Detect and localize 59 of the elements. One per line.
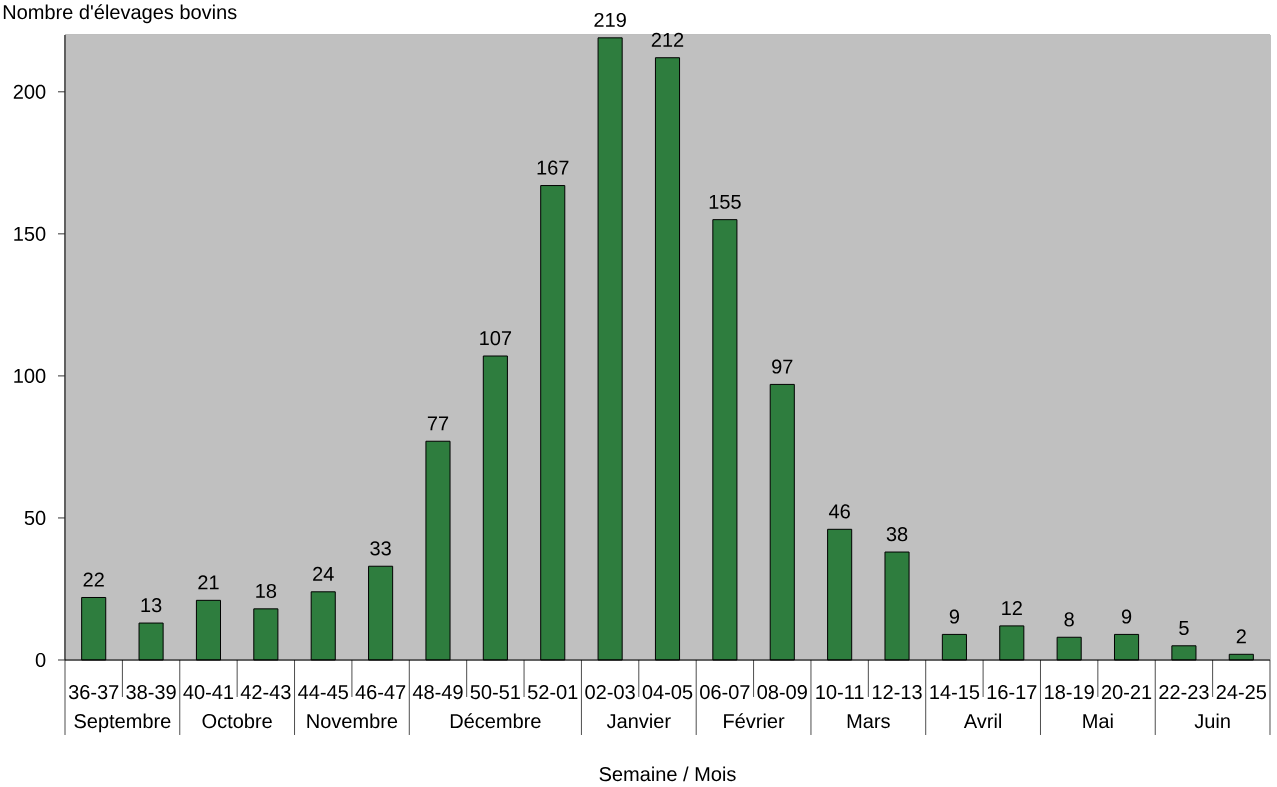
x-tick-label: 50-51 xyxy=(470,685,520,700)
x-tick-label: 48-49 xyxy=(412,685,463,700)
data-label: 38 xyxy=(886,527,908,542)
data-label: 22 xyxy=(83,572,104,587)
text: Mars xyxy=(847,714,890,729)
x-tick-label: 12-13 xyxy=(872,685,922,700)
text: Février xyxy=(724,713,785,729)
y-tick-label: 100 xyxy=(14,368,46,383)
y-tick-label: 50 xyxy=(24,510,46,526)
data-label: 33 xyxy=(370,541,391,556)
text: Juin xyxy=(1194,713,1230,729)
text: Septembre xyxy=(74,713,171,733)
data-label: 2 xyxy=(1236,629,1246,644)
x-tick-label: 10-11 xyxy=(816,685,864,700)
text: Novembre xyxy=(307,713,398,729)
x-tick-label: 24-25 xyxy=(1216,685,1267,700)
data-label: 219 xyxy=(594,12,626,28)
y-tick-label: 0 xyxy=(35,652,46,668)
data-label: 12 xyxy=(1002,600,1022,615)
data-label: 21 xyxy=(198,575,219,590)
data-label: 8 xyxy=(1064,612,1074,627)
x-tick-label: 02-03 xyxy=(585,685,635,700)
data-label: 77 xyxy=(427,416,449,431)
data-label: 167 xyxy=(537,160,569,175)
x-tick-label: 18-19 xyxy=(1045,685,1094,700)
text: Octobre xyxy=(202,713,272,729)
data-label: 212 xyxy=(651,32,684,47)
data-label: 18 xyxy=(256,583,277,599)
data-label: 155 xyxy=(709,194,741,209)
data-label: 9 xyxy=(1121,609,1132,624)
x-tick-label: 06-07 xyxy=(700,685,750,700)
x-tick-label: 16-17 xyxy=(987,685,1037,700)
x-tick-label: 22-23 xyxy=(1159,685,1209,700)
x-tick-label: 04-05 xyxy=(642,685,693,700)
data-label: 107 xyxy=(480,331,512,346)
x-tick-label: 42-43 xyxy=(240,685,291,700)
x-tick-label: 38-39 xyxy=(126,685,176,700)
text: Avril xyxy=(963,713,1002,728)
x-tick-label: 36-37 xyxy=(68,685,119,700)
x-tick-label: 46-47 xyxy=(355,685,406,700)
y-tick-label: 200 xyxy=(13,84,46,99)
x-tick-label: 40-41 xyxy=(183,685,234,700)
y-tick-label: 150 xyxy=(14,226,46,241)
text: Janvier xyxy=(606,713,671,729)
x-axis-title: Semaine / Mois xyxy=(599,766,736,782)
data-label: 46 xyxy=(828,504,850,519)
x-tick-label: 52-01 xyxy=(527,685,578,700)
data-label: 24 xyxy=(313,566,334,581)
x-tick-label: 08-09 xyxy=(757,685,807,700)
data-label: 13 xyxy=(141,598,162,613)
x-tick-label: 14-15 xyxy=(930,685,980,700)
text: Mai xyxy=(1083,713,1113,729)
x-tick-label: 44-45 xyxy=(298,685,348,700)
data-label: 9 xyxy=(949,609,960,624)
y-axis-title: Nombre d'élevages bovins xyxy=(3,4,237,24)
text: Décembre xyxy=(450,713,541,729)
data-label: 5 xyxy=(1179,621,1189,635)
data-label: 97 xyxy=(772,359,793,374)
x-tick-label: 20-21 xyxy=(1101,685,1152,700)
